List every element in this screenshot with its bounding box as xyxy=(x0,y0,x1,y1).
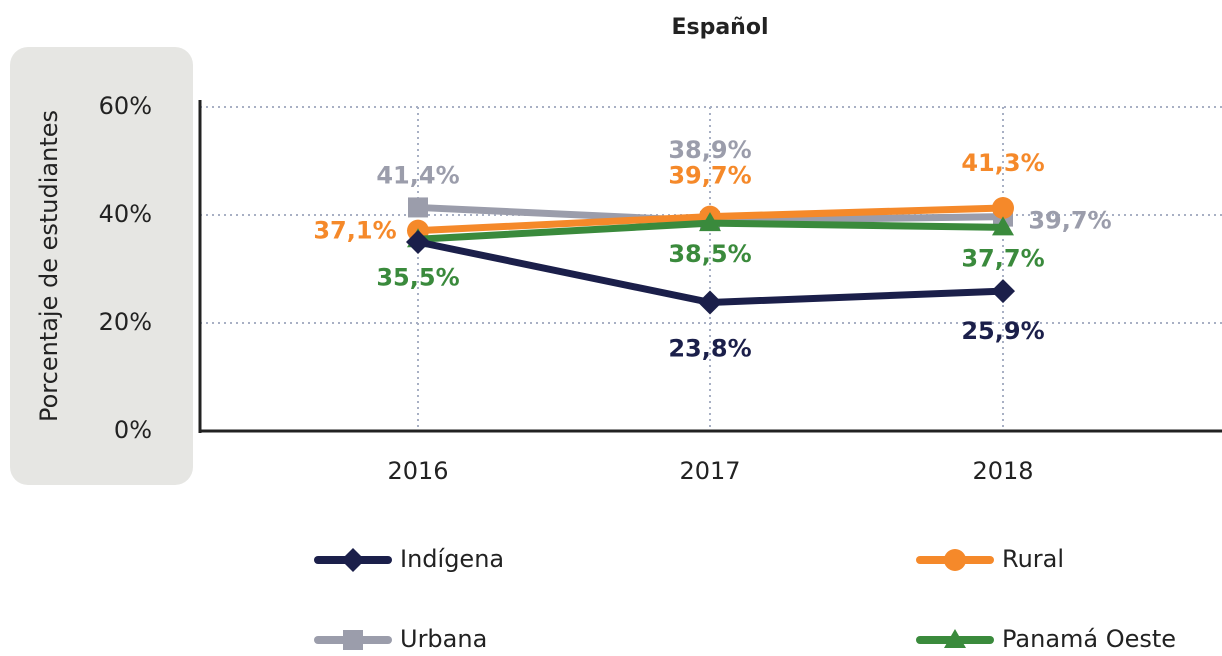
data-label: 38,5% xyxy=(668,240,751,268)
legend-label: Panamá Oeste xyxy=(1002,625,1176,653)
point xyxy=(944,629,966,648)
legend-label: Indígena xyxy=(400,545,504,573)
point xyxy=(343,630,363,650)
point xyxy=(992,196,1014,219)
y-label-box xyxy=(10,47,193,485)
point xyxy=(341,548,365,572)
x-tick-label: 2017 xyxy=(679,457,740,485)
point xyxy=(408,197,428,218)
data-label: 38,9% xyxy=(668,136,751,164)
data-label: 25,9% xyxy=(961,317,1044,345)
data-label: 37,7% xyxy=(961,244,1044,272)
y-tick-label: 60% xyxy=(99,92,152,120)
data-label: 35,5% xyxy=(376,263,459,291)
data-label: 37,1% xyxy=(313,217,396,245)
data-label: 39,7% xyxy=(1028,207,1111,235)
point xyxy=(944,549,966,571)
data-label: 39,7% xyxy=(668,162,751,190)
y-tick-label: 40% xyxy=(99,200,152,228)
chart-title: Español xyxy=(671,15,768,40)
point xyxy=(698,290,722,315)
x-tick-label: 2016 xyxy=(387,457,448,485)
data-label: 41,3% xyxy=(961,149,1044,177)
legend-label: Urbana xyxy=(400,625,487,653)
y-tick-label: 20% xyxy=(99,308,152,336)
data-label: 41,4% xyxy=(376,161,459,189)
y-tick-label: 0% xyxy=(114,416,152,444)
point xyxy=(406,230,430,254)
point xyxy=(991,279,1015,304)
legend-label: Rural xyxy=(1002,545,1064,573)
point xyxy=(992,216,1014,236)
x-tick-label: 2018 xyxy=(972,457,1033,485)
data-label: 23,8% xyxy=(668,334,751,362)
point xyxy=(699,212,721,232)
y-axis-label: Porcentaje de estudiantes xyxy=(35,110,63,422)
